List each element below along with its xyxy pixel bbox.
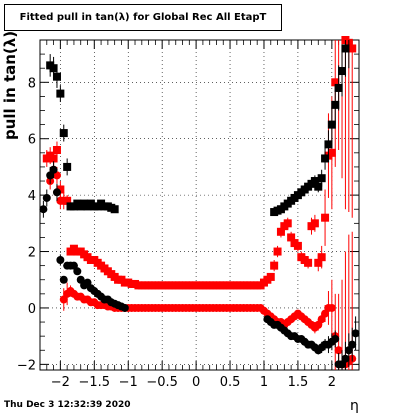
data-point	[327, 120, 336, 129]
data-point	[276, 227, 285, 236]
data-point	[310, 177, 319, 186]
data-point	[49, 165, 58, 174]
data-point	[317, 174, 326, 183]
data-point	[59, 129, 68, 138]
data-point	[327, 148, 336, 157]
data-point	[287, 233, 296, 242]
data-point	[283, 219, 292, 228]
data-point	[42, 193, 51, 202]
data-point	[327, 303, 336, 312]
data-point	[348, 340, 357, 349]
series-1	[39, 161, 360, 370]
data-point	[317, 253, 326, 262]
y-tick-label: 8	[28, 76, 36, 91]
datestamp: Thu Dec 3 12:32:39 2020	[4, 400, 131, 410]
data-point	[49, 154, 58, 163]
y-tick-label: 6	[28, 133, 36, 148]
data-point	[270, 261, 279, 270]
data-point	[63, 162, 72, 171]
x-tick-label: 0.5	[220, 375, 241, 390]
data-point	[73, 267, 82, 276]
data-point	[310, 219, 319, 228]
data-point	[56, 256, 65, 264]
x-tick-label: −0.5	[146, 375, 178, 390]
data-point	[304, 258, 313, 267]
x-tick-label: 0	[192, 375, 200, 390]
data-point	[314, 258, 323, 267]
x-tick-label: −1.5	[79, 375, 111, 390]
data-point	[63, 196, 72, 205]
data-point	[52, 72, 61, 81]
series-2	[42, 36, 357, 290]
data-point	[273, 247, 282, 256]
data-point	[334, 346, 343, 355]
data-point	[120, 303, 129, 312]
y-tick-label: 4	[28, 189, 36, 204]
data-point	[321, 154, 330, 163]
data-point	[59, 275, 68, 284]
x-tick-label: −2	[51, 375, 70, 390]
data-point	[338, 67, 347, 76]
x-tick-label: 1	[260, 375, 268, 390]
data-point	[331, 78, 340, 87]
data-point	[321, 213, 330, 222]
data-point	[331, 100, 340, 109]
x-tick-label: 1.5	[288, 375, 309, 390]
y-tick-label: 0	[28, 302, 36, 317]
chart-title: Fitted pull in tan(λ) for Global Rec All…	[19, 12, 267, 23]
data-point	[56, 185, 65, 194]
title-box: Fitted pull in tan(λ) for Global Rec All…	[4, 4, 282, 31]
data-point	[334, 83, 343, 92]
data-point	[56, 196, 65, 205]
data-point	[314, 182, 323, 191]
data-point	[351, 329, 360, 338]
data-point	[56, 89, 65, 98]
data-point	[348, 44, 357, 53]
tick-labels: −2 −1.5 −1 −0.5 0 0.5 1 1.5 2 −2 0 2 4 6 8	[17, 76, 336, 390]
data-point	[266, 272, 275, 281]
data-point	[293, 241, 302, 250]
data-point	[341, 354, 350, 363]
series-0	[46, 40, 350, 217]
data-point	[52, 188, 61, 197]
y-axis-label: pull in tan(λ)	[1, 30, 19, 140]
y-tick-label: 2	[28, 246, 36, 261]
data-point	[110, 205, 119, 214]
data-marks	[39, 36, 360, 370]
data-point	[331, 334, 340, 343]
y-tick-label: −2	[17, 358, 36, 373]
data-point	[39, 205, 48, 214]
x-tick-label: 2	[328, 375, 336, 390]
data-point	[49, 64, 58, 73]
x-axis-label: η	[350, 398, 359, 414]
data-point	[341, 44, 350, 53]
data-point	[324, 140, 333, 149]
data-point	[52, 146, 61, 154]
x-tick-label: −1	[119, 375, 138, 390]
